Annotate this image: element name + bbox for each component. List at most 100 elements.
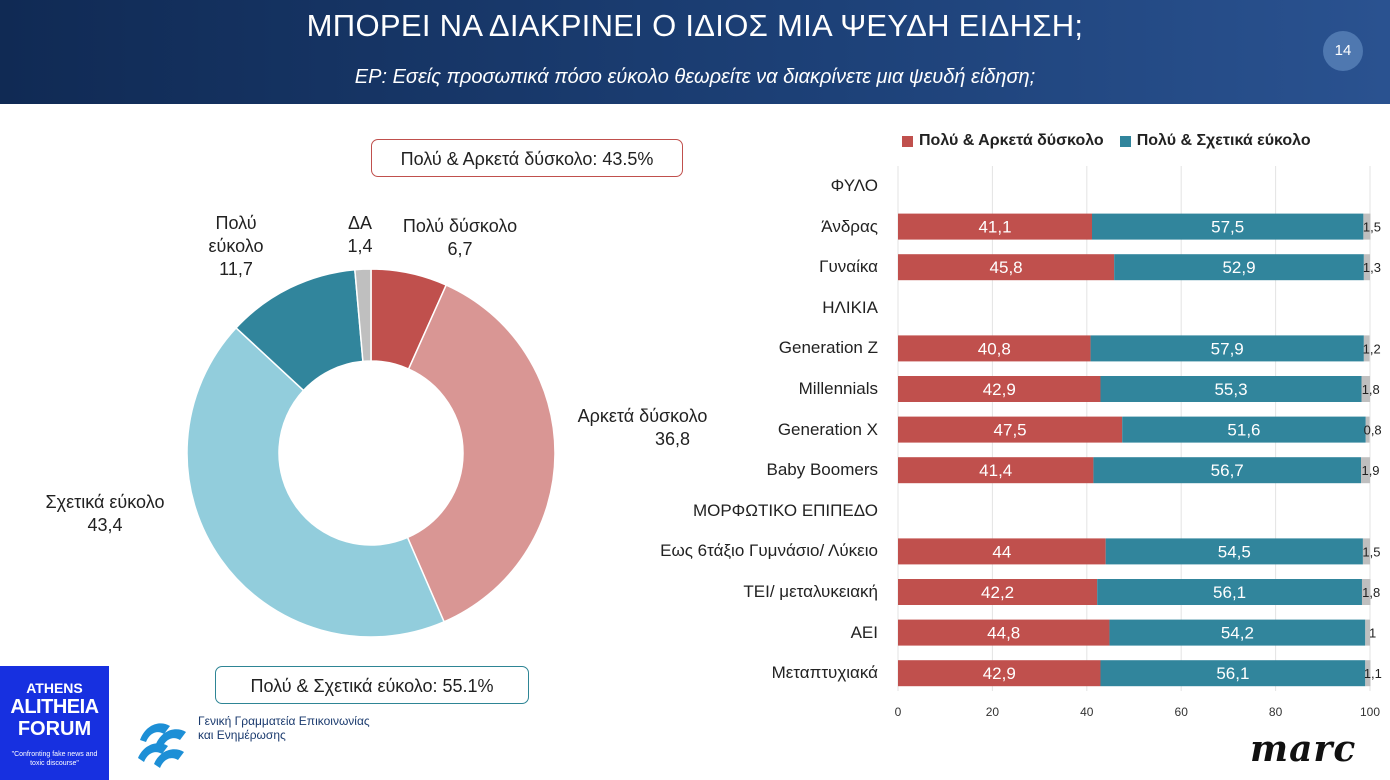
bar-segment-na xyxy=(1361,376,1370,402)
bar-value-label-na: 1,5 xyxy=(1363,220,1381,235)
bar-segment-na xyxy=(1363,254,1370,281)
category-label: Άνδρας xyxy=(821,216,878,236)
callout-difficult-total: Πολύ & Αρκετά δύσκολο: 43.5% xyxy=(371,139,683,177)
x-tick-label-40: 40 xyxy=(1080,705,1094,719)
bar-value-label-easy: 57,9 xyxy=(1211,339,1244,358)
bar-segment-na xyxy=(1363,213,1371,240)
bar-value-label-na: 1,8 xyxy=(1362,382,1380,397)
bar-segment-na xyxy=(1362,538,1370,565)
group-header-label: ΗΛΙΚΙΑ xyxy=(822,297,878,317)
category-label: Millennials xyxy=(798,379,878,398)
x-tick-label-60: 60 xyxy=(1175,705,1189,719)
category-label: Generation Z xyxy=(778,338,878,358)
bar-value-label-difficult: 41,1 xyxy=(978,218,1011,237)
category-label: Baby Boomers xyxy=(766,460,879,480)
bar-value-label-na: 1,3 xyxy=(1363,260,1381,275)
bar-segment-difficult xyxy=(898,538,1106,565)
bar-segment-easy xyxy=(1093,457,1362,484)
gov-line2: και Ενημέρωσης xyxy=(198,728,286,742)
x-tick-label-20: 20 xyxy=(986,705,1000,719)
athens-alitheia-forum-logo: ATHENS ALITHEIA FORUM "Confronting fake … xyxy=(0,666,109,780)
bar-segment-na xyxy=(1365,619,1370,646)
bar-segment-easy xyxy=(1091,213,1364,240)
gov-line1: Γενική Γραμματεία Επικοινωνίας xyxy=(198,714,370,728)
pie-label-very-difficult-value: 6,7 xyxy=(447,239,473,259)
pie-label-fairly-difficult: Αρκετά δύσκολο 36,8 xyxy=(560,405,725,451)
bar-value-label-easy: 52,9 xyxy=(1222,258,1255,277)
legend-label-difficult: Πολύ & Αρκετά δύσκολο xyxy=(919,132,1104,149)
pie-label-fairly-easy-name: Σχετικά εύκολο xyxy=(45,492,165,512)
slide-subtitle: ΕΡ: Εσείς προσωπικά πόσο εύκολο θεωρείτε… xyxy=(354,66,1036,88)
pie-label-very-difficult: Πολύ δύσκολο 6,7 xyxy=(390,215,530,261)
bar-segment-easy xyxy=(1109,619,1366,646)
callout-easy-total: Πολύ & Σχετικά εύκολο: 55.1% xyxy=(215,666,529,704)
category-label: Μεταπτυχιακά xyxy=(771,663,878,683)
bar-value-label-easy: 56,7 xyxy=(1211,461,1244,480)
bar-value-label-difficult: 44 xyxy=(992,542,1011,561)
header-banner: ΜΠΟΡΕΙ ΝΑ ΔΙΑΚΡΙΝΕΙ Ο ΙΔΙΟΣ ΜΙΑ ΨΕΥΔΗ ΕΙ… xyxy=(0,0,1390,104)
bar-value-label-na: 1,1 xyxy=(1364,666,1382,681)
category-label: Generation X xyxy=(777,419,878,439)
bar-segment-difficult xyxy=(898,254,1115,281)
bar-value-label-easy: 55,3 xyxy=(1214,380,1247,399)
bar-segment-difficult xyxy=(898,660,1101,687)
x-tick-label-100: 100 xyxy=(1360,705,1380,719)
bar-value-label-difficult: 45,8 xyxy=(990,258,1023,277)
donut-slice-fairly-difficult xyxy=(406,284,556,623)
bar-value-label-easy: 57,5 xyxy=(1211,218,1244,237)
stacked-bar-chart: 0 20 40 60 80 100 41,1 57,5 1,5 45,8 52,9 1,3 40,8 57… xyxy=(895,166,1382,719)
government-secretariat-logo-icon xyxy=(138,723,186,768)
pie-label-na-value: 1,4 xyxy=(347,236,373,256)
logo-athens-line3: FORUM xyxy=(17,718,92,740)
pie-label-na: ΔΑ 1,4 xyxy=(330,212,390,258)
logo-athens-tagline: "Confronting fake news and toxic discour… xyxy=(11,751,98,767)
government-secretariat-name: Γενική Γραμματεία Επικοινωνίας και Ενημέ… xyxy=(198,714,370,742)
bar-segment-na xyxy=(1363,335,1370,362)
pie-label-na-name: ΔΑ xyxy=(347,213,373,233)
bar-segment-easy xyxy=(1105,538,1363,565)
bar-value-label-na: 1,2 xyxy=(1363,341,1381,356)
bar-segment-na xyxy=(1361,457,1370,484)
group-header-label: ΜΟΡΦΩΤΙΚΟ ΕΠΙΠΕΔΟ xyxy=(692,500,878,520)
bar-value-label-difficult: 41,4 xyxy=(979,461,1012,480)
pie-label-fairly-easy-value: 43,4 xyxy=(87,515,123,535)
pie-label-fairly-difficult-value: 36,8 xyxy=(654,429,691,449)
bar-value-label-easy: 54,2 xyxy=(1221,624,1254,643)
x-tick-label-0: 0 xyxy=(895,705,902,719)
donut-chart xyxy=(186,268,556,638)
bar-value-label-difficult: 42,9 xyxy=(983,664,1016,683)
bar-segment-na xyxy=(1365,660,1371,687)
bar-value-label-difficult: 47,5 xyxy=(994,421,1027,440)
donut-slice-na xyxy=(354,268,372,363)
bar-value-label-easy: 56,1 xyxy=(1213,583,1246,602)
page-number-badge: 14 xyxy=(1323,31,1363,71)
bar-segment-difficult xyxy=(898,457,1094,484)
marc-logo: marc xyxy=(1250,728,1357,770)
bar-segment-easy xyxy=(1122,416,1366,443)
legend-swatch-easy xyxy=(1119,135,1131,147)
bar-segment-easy xyxy=(1090,335,1364,362)
pie-label-fairly-easy: Σχετικά εύκολο 43,4 xyxy=(30,491,180,537)
bar-segment-difficult xyxy=(898,335,1091,362)
bar-segment-na xyxy=(1361,579,1371,605)
bar-value-label-difficult: 42,2 xyxy=(981,583,1014,602)
legend-label-easy: Πολύ & Σχετικά εύκολο xyxy=(1136,132,1311,149)
bar-segment-difficult xyxy=(898,213,1092,240)
bar-value-label-difficult: 42,9 xyxy=(983,380,1016,399)
legend-item-easy: Πολύ & Σχετικά εύκολο xyxy=(1119,132,1311,150)
donut-slice-fairly-easy xyxy=(186,326,446,638)
bar-chart-legend: Πολύ & Αρκετά δύσκολο Πολύ & Σχετικά εύκ… xyxy=(902,132,1311,150)
bar-segment-easy xyxy=(1114,254,1364,281)
bar-value-label-na: 1,8 xyxy=(1362,585,1380,600)
group-header-label: ΦΥΛΟ xyxy=(830,176,878,195)
pie-label-very-difficult-name: Πολύ δύσκολο xyxy=(402,216,518,236)
bar-segment-easy xyxy=(1100,376,1362,402)
bar-value-label-difficult: 44,8 xyxy=(987,624,1020,643)
bar-value-label-difficult: 40,8 xyxy=(978,339,1011,358)
pie-label-very-easy-value: 11,7 xyxy=(219,259,253,279)
bar-value-label-na: 0,8 xyxy=(1364,423,1382,438)
category-label: ΑΕΙ xyxy=(850,622,878,642)
logo-athens-line1: ATHENS xyxy=(26,680,83,696)
bar-value-label-easy: 54,5 xyxy=(1218,542,1251,561)
bar-segment-difficult xyxy=(898,416,1123,443)
